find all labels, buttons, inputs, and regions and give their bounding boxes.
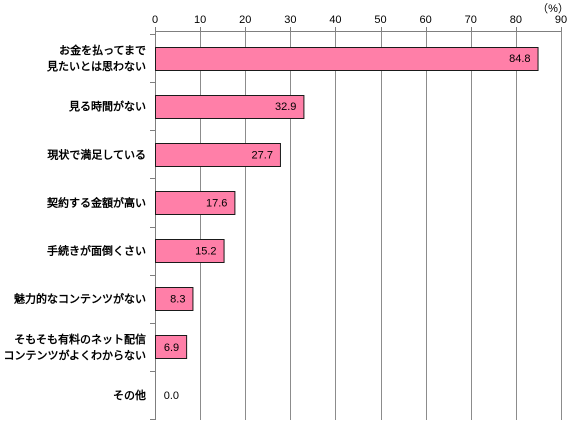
x-tick-label: 30 bbox=[284, 14, 296, 26]
x-tick-label: 0 bbox=[152, 14, 158, 26]
x-axis: 0 10 20 30 40 50 60 70 80 90 bbox=[152, 14, 567, 32]
category-label-line: コンテンツがよくわからない bbox=[4, 348, 146, 362]
category-label: その他 bbox=[113, 388, 146, 402]
bar-value-label: 32.9 bbox=[275, 101, 296, 113]
bar bbox=[155, 95, 305, 119]
bar bbox=[155, 47, 539, 71]
bar-value-label: 8.3 bbox=[170, 294, 185, 306]
category-label-line: 見たいとは思わない bbox=[46, 60, 146, 73]
bar-value-label: 0.0 bbox=[164, 390, 179, 402]
x-tick-label: 50 bbox=[374, 14, 386, 26]
gridlines bbox=[200, 31, 562, 420]
x-tick-label: 90 bbox=[555, 14, 567, 26]
bars bbox=[155, 47, 539, 359]
bar bbox=[155, 239, 225, 263]
x-tick-label: 40 bbox=[329, 14, 341, 26]
category-label: 手続きが面倒くさい bbox=[47, 244, 146, 258]
category-label-line: そもそも有料のネット配信 bbox=[14, 332, 146, 346]
bar bbox=[155, 335, 188, 359]
category-label: そもそも有料のネット配信コンテンツがよくわからない bbox=[4, 332, 146, 362]
category-label: お金を払ってまで見たいとは思わない bbox=[46, 43, 146, 73]
category-label: 見る時間がない bbox=[68, 99, 146, 113]
x-tick-label: 60 bbox=[420, 14, 432, 26]
category-label-line: 現状で満足している bbox=[47, 147, 146, 161]
bar-value-label: 27.7 bbox=[252, 149, 273, 161]
bar-value-label: 17.6 bbox=[206, 197, 227, 209]
category-label: 契約する金額が高い bbox=[46, 195, 146, 209]
bar bbox=[155, 143, 281, 167]
category-label-line: 契約する金額が高い bbox=[46, 195, 146, 209]
x-tick-label: 70 bbox=[465, 14, 477, 26]
x-tick-label: 20 bbox=[239, 14, 251, 26]
bar-value-label: 84.8 bbox=[509, 53, 530, 65]
category-label-line: 見る時間がない bbox=[68, 99, 146, 113]
category-label-line: お金を払ってまで bbox=[59, 43, 146, 57]
category-label-line: 手続きが面倒くさい bbox=[47, 244, 146, 258]
x-tick-label: 10 bbox=[194, 14, 206, 26]
x-tick-label: 80 bbox=[510, 14, 522, 26]
category-label: 現状で満足している bbox=[47, 147, 146, 161]
bar bbox=[155, 191, 236, 215]
value-labels: 84.8 32.9 27.7 17.6 15.2 8.3 6.9 0.0 bbox=[164, 53, 531, 402]
bar bbox=[155, 287, 194, 311]
category-label: 魅力的なコンテンツがない bbox=[14, 292, 146, 306]
category-labels: お金を払ってまで見たいとは思わない見る時間がない現状で満足している契約する金額が… bbox=[4, 43, 146, 402]
category-label-line: 魅力的なコンテンツがない bbox=[14, 292, 146, 306]
category-label-line: その他 bbox=[113, 388, 146, 402]
y-axis bbox=[150, 31, 156, 420]
x-axis-unit-label: （%） bbox=[537, 2, 569, 15]
bar-value-label: 6.9 bbox=[164, 342, 179, 354]
bar-value-label: 15.2 bbox=[195, 246, 216, 258]
